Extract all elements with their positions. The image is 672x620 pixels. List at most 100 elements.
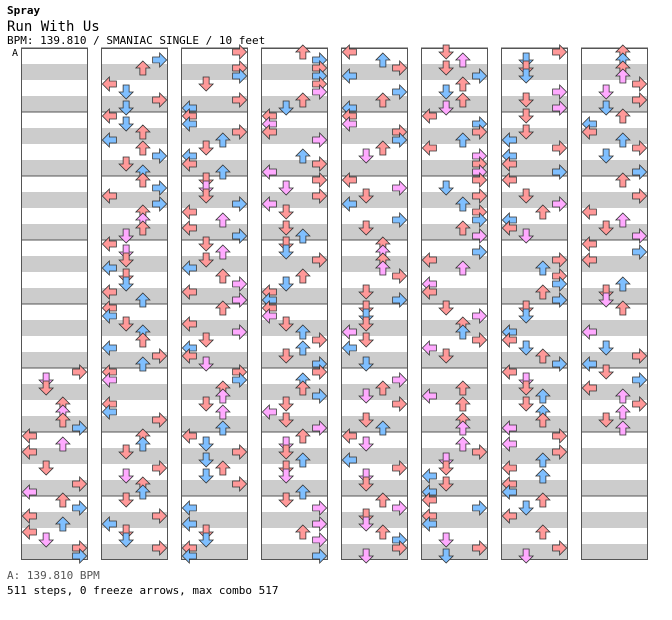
down-arrow-icon: [598, 292, 615, 308]
beat-stripe: [581, 64, 648, 80]
beat-stripe: [21, 320, 88, 336]
down-arrow-icon: [38, 380, 55, 396]
down-arrow-icon: [198, 468, 215, 484]
chart-column: [581, 48, 648, 560]
left-arrow-icon: [181, 500, 197, 516]
beat-stripe: [341, 448, 408, 464]
up-arrow-icon: [534, 388, 551, 404]
beat-stripe: [421, 544, 488, 560]
down-arrow-icon: [278, 468, 295, 484]
down-arrow-icon: [358, 412, 375, 428]
beat-stripe: [581, 416, 648, 432]
up-arrow-icon: [294, 340, 311, 356]
down-arrow-icon: [438, 84, 455, 100]
up-arrow-icon: [214, 132, 231, 148]
down-arrow-icon: [518, 188, 535, 204]
beat-stripe: [581, 96, 648, 112]
up-arrow-icon: [214, 268, 231, 284]
down-arrow-icon: [278, 316, 295, 332]
up-arrow-icon: [294, 452, 311, 468]
beat-stripe: [341, 256, 408, 272]
beat-stripe: [21, 416, 88, 432]
up-arrow-icon: [294, 148, 311, 164]
up-arrow-icon: [214, 404, 231, 420]
left-arrow-icon: [341, 428, 357, 444]
beat-stripe: [181, 512, 248, 528]
down-arrow-icon: [598, 220, 615, 236]
up-arrow-icon: [454, 92, 471, 108]
down-arrow-icon: [38, 460, 55, 476]
right-arrow-icon: [392, 60, 408, 76]
down-arrow-icon: [278, 444, 295, 460]
beat-stripe: [21, 288, 88, 304]
left-arrow-icon: [341, 116, 357, 132]
up-arrow-icon: [454, 196, 471, 212]
up-arrow-icon: [614, 212, 631, 228]
right-arrow-icon: [632, 164, 648, 180]
beat-stripe: [341, 384, 408, 400]
right-arrow-icon: [152, 508, 168, 524]
up-arrow-icon: [534, 468, 551, 484]
right-arrow-icon: [152, 92, 168, 108]
down-arrow-icon: [118, 276, 135, 292]
down-arrow-icon: [198, 524, 215, 540]
left-arrow-icon: [101, 188, 117, 204]
down-arrow-icon: [278, 396, 295, 412]
beat-stripe: [21, 480, 88, 496]
beat-stripe: [341, 352, 408, 368]
left-arrow-icon: [341, 452, 357, 468]
beat-stripe: [581, 128, 648, 144]
right-arrow-icon: [392, 212, 408, 228]
beat-stripe: [501, 64, 568, 80]
up-arrow-icon: [214, 244, 231, 260]
right-arrow-icon: [232, 324, 248, 340]
beat-stripe: [501, 320, 568, 336]
up-arrow-icon: [454, 260, 471, 276]
beat-stripe: [181, 96, 248, 112]
down-arrow-icon: [278, 412, 295, 428]
down-arrow-icon: [518, 308, 535, 324]
right-arrow-icon: [152, 52, 168, 68]
up-arrow-icon: [54, 492, 71, 508]
right-arrow-icon: [312, 532, 328, 548]
beat-stripe: [501, 480, 568, 496]
up-arrow-icon: [454, 52, 471, 68]
left-arrow-icon: [581, 236, 597, 252]
down-arrow-icon: [358, 468, 375, 484]
up-arrow-icon: [534, 412, 551, 428]
right-arrow-icon: [152, 348, 168, 364]
beat-stripe: [581, 160, 648, 176]
down-arrow-icon: [598, 412, 615, 428]
down-arrow-icon: [518, 300, 535, 316]
right-arrow-icon: [472, 124, 488, 140]
beat-stripe: [181, 256, 248, 272]
beat-stripe: [501, 416, 568, 432]
left-arrow-icon: [181, 348, 197, 364]
down-arrow-icon: [198, 188, 215, 204]
beat-stripe: [101, 480, 168, 496]
left-arrow-icon: [581, 324, 597, 340]
song-title: Run With Us: [7, 19, 100, 35]
beat-stripe: [501, 352, 568, 368]
right-arrow-icon: [552, 100, 568, 116]
right-arrow-icon: [392, 268, 408, 284]
beat-stripe: [101, 160, 168, 176]
right-arrow-icon: [152, 412, 168, 428]
down-arrow-icon: [518, 68, 535, 84]
down-arrow-icon: [438, 532, 455, 548]
up-arrow-icon: [374, 92, 391, 108]
down-arrow-icon: [198, 396, 215, 412]
down-arrow-icon: [198, 172, 215, 188]
up-arrow-icon: [54, 516, 71, 532]
right-arrow-icon: [232, 444, 248, 460]
beat-stripe: [341, 64, 408, 80]
beat-stripe: [21, 544, 88, 560]
beat-stripe: [421, 320, 488, 336]
right-arrow-icon: [472, 444, 488, 460]
up-arrow-icon: [374, 524, 391, 540]
beat-stripe: [21, 192, 88, 208]
beat-stripe: [421, 224, 488, 240]
down-arrow-icon: [278, 244, 295, 260]
beat-stripe: [421, 288, 488, 304]
left-arrow-icon: [341, 324, 357, 340]
